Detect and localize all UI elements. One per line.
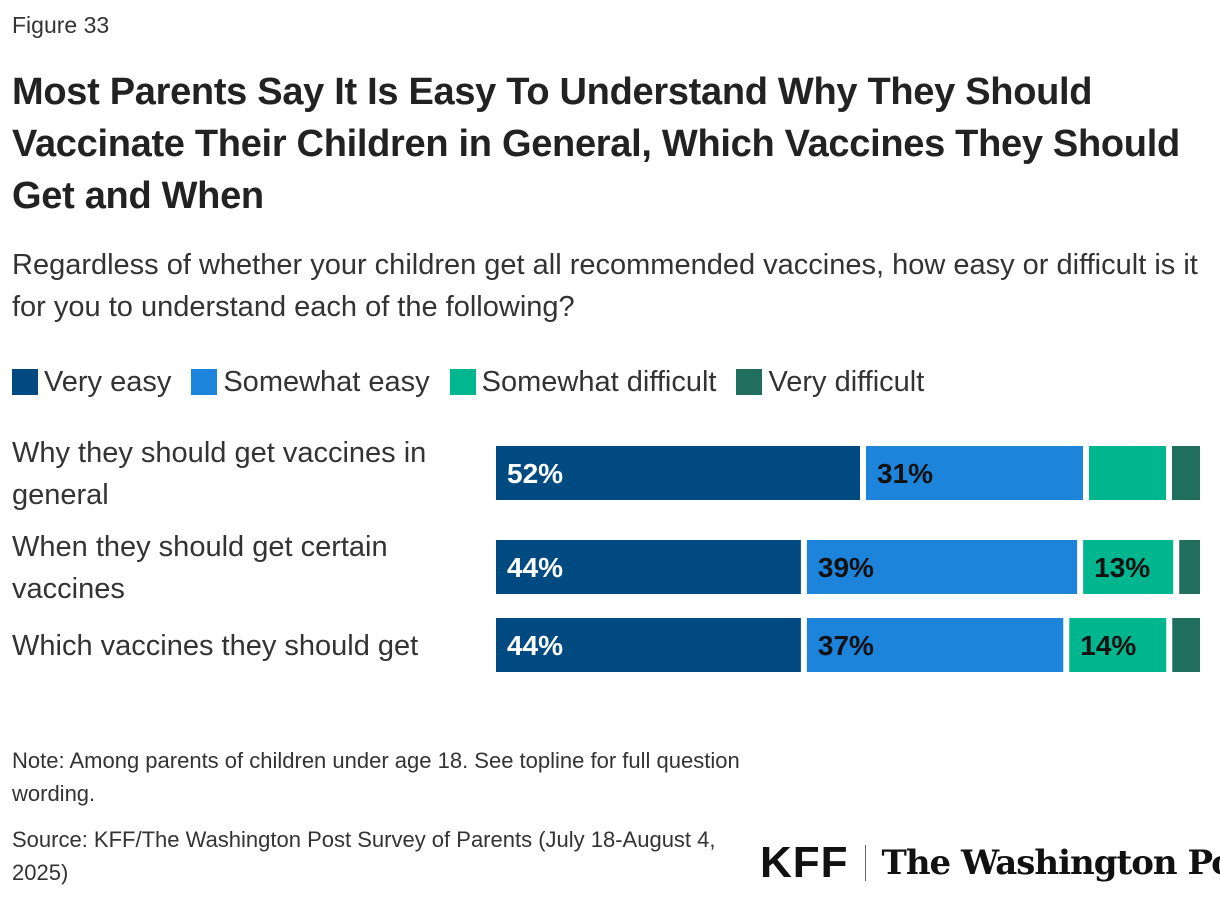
figure-label: Figure 33 <box>12 12 110 38</box>
data-label: 44% <box>507 630 563 661</box>
bar-segment <box>866 446 1083 500</box>
chart-subtitle: Regardless of whether your children get … <box>12 249 1198 323</box>
bar-segment <box>806 618 1064 672</box>
legend-item-somewhat-difficult: Somewhat difficult <box>449 365 717 399</box>
legend-swatch <box>736 369 763 395</box>
legend-label: Very difficult <box>768 365 925 398</box>
stacked-bar-chart: Why they should get vaccines in general 52… <box>12 437 1200 672</box>
data-label: 14% <box>1080 630 1136 661</box>
legend-swatch <box>449 369 476 395</box>
legend-item-very-difficult: Very difficult <box>736 366 924 399</box>
washington-post-logo: The Washington Post <box>881 843 1220 883</box>
legend-swatch <box>191 369 218 395</box>
legend-label: Somewhat difficult <box>481 365 717 398</box>
bar-segment <box>1069 618 1167 672</box>
legend-swatch <box>12 369 38 395</box>
data-label: 13% <box>1094 552 1150 583</box>
bar-segment <box>1172 618 1200 672</box>
category-label: When they should get certain vaccines <box>12 531 388 605</box>
chart-title: Most Parents Say It Is Easy To Understan… <box>12 71 1180 217</box>
logos: KFF The Washington Post <box>760 838 1220 888</box>
legend-item-very-easy: Very easy <box>12 366 171 399</box>
bar-segment <box>496 540 801 594</box>
bar-segment <box>1172 446 1200 500</box>
bar-segment <box>496 446 860 500</box>
bar-segment <box>1089 446 1166 500</box>
bar-segment <box>1083 540 1174 594</box>
data-label: 44% <box>507 552 563 583</box>
logo-divider <box>864 845 866 881</box>
data-label: 37% <box>818 630 874 661</box>
bar-segment <box>1179 540 1200 594</box>
category-label: Why they should get vaccines in general <box>12 437 426 511</box>
chart-source: Source: KFF/The Washington Post Survey o… <box>12 827 716 885</box>
bar-segment <box>806 540 1078 594</box>
legend-label: Somewhat easy <box>223 365 430 398</box>
category-label: Which vaccines they should get <box>12 630 418 662</box>
data-label: 52% <box>507 458 563 489</box>
kff-logo: KFF <box>760 838 849 887</box>
data-label: 39% <box>818 552 874 583</box>
chart-legend: Very easy Somewhat easy Somewhat difficu… <box>12 362 944 402</box>
bar-segment <box>496 618 801 672</box>
legend-item-somewhat-easy: Somewhat easy <box>191 365 430 399</box>
legend-label: Very easy <box>44 365 172 398</box>
data-label: 31% <box>877 458 933 489</box>
chart-note: Note: Among parents of children under ag… <box>12 748 740 806</box>
